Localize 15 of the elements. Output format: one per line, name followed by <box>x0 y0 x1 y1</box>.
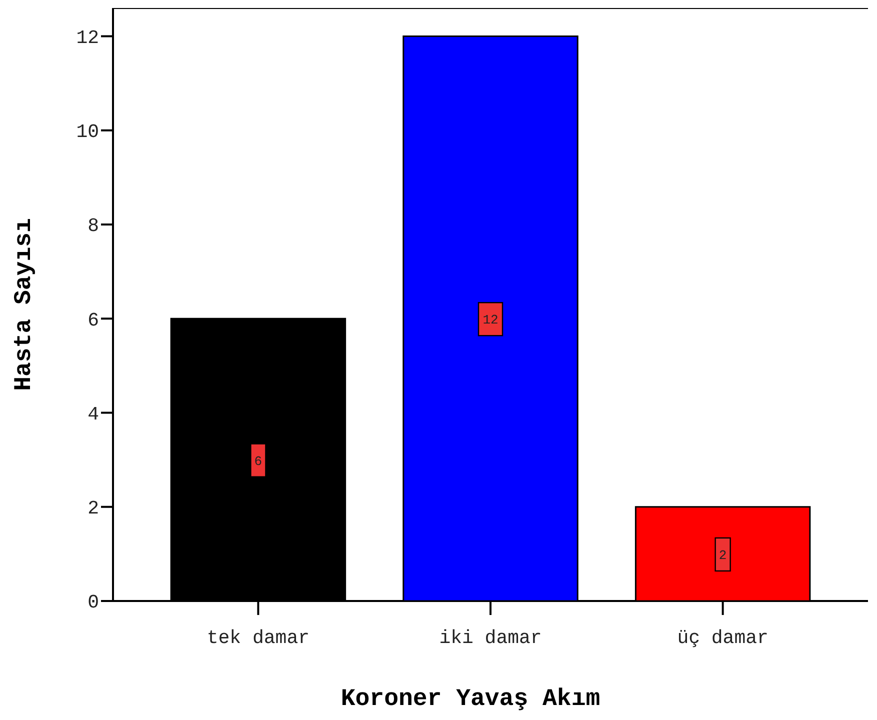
y-tick-label: 0 <box>88 592 99 614</box>
y-tick-label: 10 <box>76 121 99 144</box>
data-label: 2 <box>718 548 727 563</box>
y-tick-label: 4 <box>88 403 99 426</box>
y-tick-label: 2 <box>88 498 99 520</box>
x-axis-title: Koroner Yavaş Akım <box>340 686 600 713</box>
x-tick-label: üç damar <box>677 627 768 649</box>
x-tick-label: tek damar <box>206 627 310 649</box>
x-tick-label: iki damar <box>439 627 542 649</box>
y-axis-title: Hasta Sayısı <box>11 218 38 391</box>
y-tick-label: 8 <box>88 215 99 238</box>
data-label: 12 <box>482 312 498 328</box>
y-tick-label: 6 <box>88 309 99 332</box>
data-label: 6 <box>254 454 262 469</box>
y-tick-label: 12 <box>76 26 99 49</box>
